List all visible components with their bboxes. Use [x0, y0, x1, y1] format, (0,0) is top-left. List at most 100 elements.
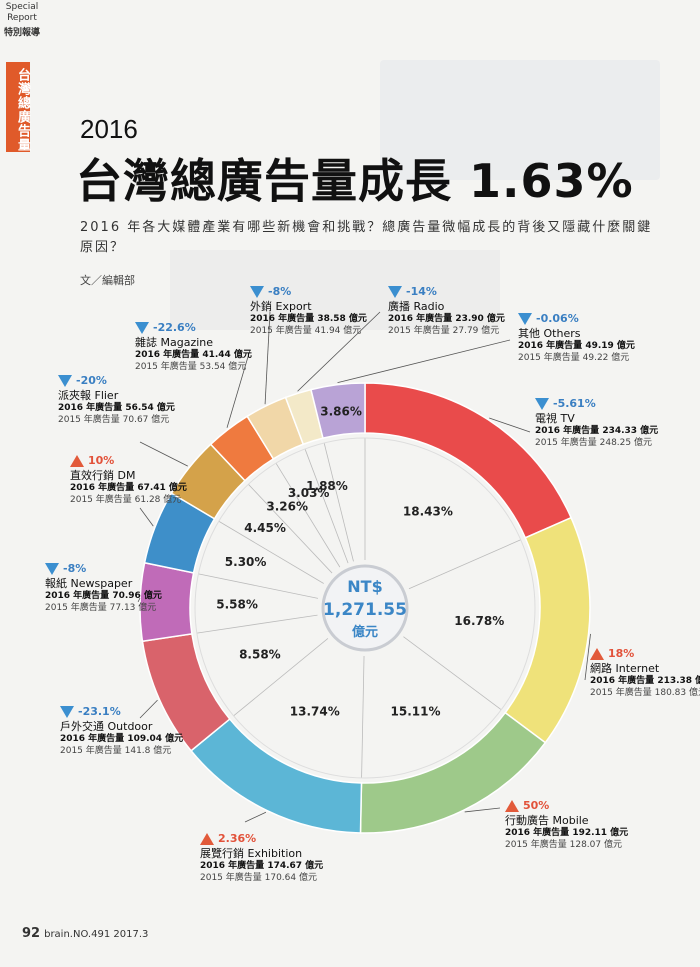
slice-callout: 10% 直效行銷 DM 2016 年廣告量 67.41 億元 2015 年廣告量 61… [70, 455, 187, 506]
value-2016: 2016 年廣告量 109.04 億元 [60, 734, 184, 744]
leader-line [137, 597, 141, 603]
inner-ring [194, 437, 536, 779]
media-name: 戶外交通 Outdoor [60, 720, 153, 733]
slice-callout: -0.06% 其他 Others 2016 年廣告量 49.19 億元 2015 年廣… [518, 313, 635, 364]
slice-pct-label: 5.30% [225, 555, 267, 569]
leader-line [226, 349, 251, 428]
slice-callout: -8% 外銷 Export 2016 年廣告量 38.58 億元 2015 年廣告量 … [250, 286, 367, 337]
slice-pct-label: 8.58% [239, 648, 281, 662]
media-name: 報紙 Newspaper [45, 577, 133, 590]
slice-pct-label: 15.11% [391, 704, 441, 718]
change-pct: 2.36% [218, 832, 257, 845]
change-pct: -14% [406, 285, 437, 298]
slice-divider [361, 655, 365, 778]
background-photo [170, 250, 500, 330]
leader-line [139, 699, 158, 719]
triangle-down-icon [535, 398, 549, 410]
triangle-up-icon [590, 648, 604, 660]
value-2015: 2015 年廣告量 248.25 億元 [535, 438, 652, 448]
change-pct: 50% [523, 799, 550, 812]
page-title: 台灣總廣告量成長 1.63% [76, 154, 634, 208]
value-2016: 2016 年廣告量 70.96 億元 [45, 591, 162, 601]
slice-pct-label: 16.78% [454, 614, 504, 628]
leader-line [337, 339, 511, 384]
triangle-down-icon [135, 322, 149, 334]
slice-callout: 50% 行動廣告 Mobile 2016 年廣告量 192.11 億元 2015 年廣… [505, 800, 628, 851]
slice-pct-label: 3.26% [266, 499, 308, 513]
slice-callout: -20% 派夾報 Flier 2016 年廣告量 56.54 億元 2015 年廣告量… [58, 375, 175, 426]
value-2016: 2016 年廣告量 49.19 億元 [518, 341, 635, 351]
section-tab: 台灣總廣告量 [6, 62, 30, 152]
value-2015: 2015 年廣告量 61.28 億元 [70, 495, 182, 505]
triangle-down-icon [58, 375, 72, 387]
center-unit: 億元 [352, 624, 378, 640]
triangle-down-icon [518, 313, 532, 325]
media-name: 雜誌 Magazine [135, 336, 214, 349]
triangle-up-icon [70, 455, 84, 467]
slice-pct-label: 3.03% [288, 486, 330, 500]
value-2015: 2015 年廣告量 53.54 億元 [135, 362, 247, 372]
triangle-up-icon [200, 833, 214, 845]
leader-line [584, 633, 591, 681]
leader-line [297, 311, 381, 392]
background-photo [380, 60, 660, 180]
slice-divider [233, 638, 329, 717]
slice-divider [218, 520, 324, 584]
triangle-down-icon [45, 563, 59, 575]
slice-pct-label: 5.58% [216, 598, 258, 612]
slice-divider [403, 636, 502, 711]
value-2015: 2015 年廣告量 180.83 億元 [590, 688, 700, 698]
value-2015: 2015 年廣告量 41.94 億元 [250, 326, 362, 336]
change-pct: -22.6% [153, 321, 196, 334]
value-2015: 2015 年廣告量 141.8 億元 [60, 746, 172, 756]
center-badge [321, 564, 409, 652]
media-name: 網路 Internet [590, 662, 660, 675]
leader-line [139, 507, 154, 527]
media-name: 展覽行銷 Exhibition [200, 847, 303, 860]
slice-pct-label: 3.86% [320, 404, 362, 418]
media-name: 其他 Others [518, 327, 581, 340]
media-name: 行動廣告 Mobile [505, 814, 589, 827]
slice-callout: -14% 廣播 Radio 2016 年廣告量 23.90 億元 2015 年廣告量 … [388, 286, 505, 337]
pie-slice [310, 382, 366, 440]
slice-divider [196, 614, 318, 634]
triangle-up-icon [505, 800, 519, 812]
value-2016: 2016 年廣告量 38.58 億元 [250, 314, 367, 324]
value-2015: 2015 年廣告量 128.07 億元 [505, 840, 622, 850]
slice-divider [248, 484, 333, 574]
value-2015: 2015 年廣告量 49.22 億元 [518, 353, 630, 363]
section-sidebar: Special Report 特別報導 台灣總廣告量 [0, 0, 44, 967]
slice-divider [198, 573, 319, 599]
change-pct: -20% [76, 374, 107, 387]
slice-callout: -22.6% 雜誌 Magazine 2016 年廣告量 41.44 億元 2015 … [135, 322, 252, 373]
triangle-down-icon [250, 286, 264, 298]
value-2015: 2015 年廣告量 27.79 億元 [388, 326, 500, 336]
value-2016: 2016 年廣告量 174.67 億元 [200, 861, 324, 871]
value-2016: 2016 年廣告量 23.90 億元 [388, 314, 505, 324]
value-2016: 2016 年廣告量 234.33 億元 [535, 426, 659, 436]
change-pct: 10% [88, 454, 115, 467]
value-2016: 2016 年廣告量 213.38 億元 [590, 676, 700, 686]
triangle-down-icon [60, 706, 74, 718]
value-2015: 2015 年廣告量 70.67 億元 [58, 415, 170, 425]
slice-pct-label: 13.74% [290, 704, 340, 718]
center-currency: NT$ [347, 577, 382, 596]
slice-pct-label: 4.45% [244, 521, 286, 535]
change-pct: -23.1% [78, 705, 121, 718]
leader-line [489, 417, 531, 433]
section-label: Special Report 特別報導 [0, 0, 44, 39]
issue-info: brain.NO.491 2017.3 [44, 929, 149, 940]
slice-callout: -5.61% 電視 TV 2016 年廣告量 234.33 億元 2015 年廣告量 … [535, 398, 658, 449]
value-2016: 2016 年廣告量 41.44 億元 [135, 350, 252, 360]
leader-line [464, 807, 501, 813]
change-pct: -8% [268, 285, 292, 298]
slice-divider [304, 448, 349, 564]
slice-callout: -8% 報紙 Newspaper 2016 年廣告量 70.96 億元 2015 年廣… [45, 563, 162, 614]
slice-callout: 2.36% 展覽行銷 Exhibition 2016 年廣告量 174.67 億元 2… [200, 833, 323, 884]
page-footer: 92 brain.NO.491 2017.3 [22, 926, 148, 941]
media-name: 廣播 Radio [388, 300, 445, 313]
slice-pct-label: 1.88% [306, 479, 348, 493]
value-2015: 2015 年廣告量 170.64 億元 [200, 873, 317, 883]
